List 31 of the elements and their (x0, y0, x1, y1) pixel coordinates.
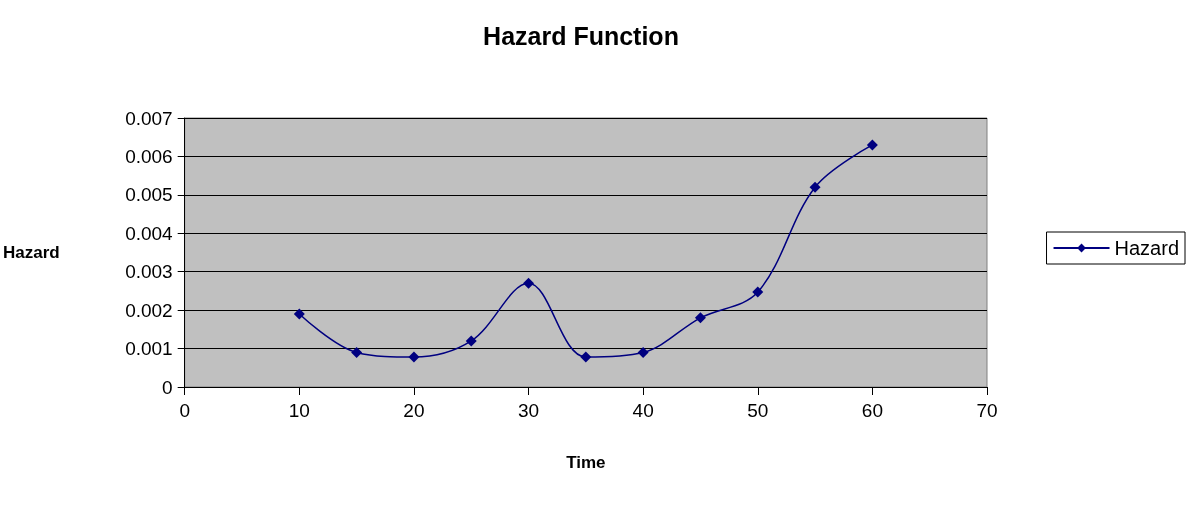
x-tick-label: 40 (632, 400, 654, 421)
y-tick-label: 0.002 (125, 299, 173, 321)
y-tick-label: 0.005 (125, 184, 173, 206)
point (293, 308, 305, 320)
point (752, 286, 764, 298)
x-tick-label: 50 (747, 400, 769, 421)
y-tick-label: 0.001 (125, 338, 173, 360)
y-tick-label: 0.006 (125, 145, 173, 167)
y-tick-label: 0.007 (125, 107, 173, 129)
x-tick-label: 0 (179, 400, 190, 421)
y-tick-label: 0.003 (125, 261, 173, 283)
y-tick-label: 0 (162, 376, 173, 398)
y-tick-label: 0.004 (125, 222, 174, 244)
x-tick-label: 70 (976, 400, 998, 421)
legend-label: Hazard (1114, 237, 1180, 259)
point (465, 335, 477, 347)
point (580, 351, 592, 363)
point (809, 181, 821, 193)
x-tick-label: 10 (288, 400, 310, 421)
x-axis-title: Time (566, 453, 606, 472)
x-tick-label: 20 (403, 400, 425, 421)
point (523, 277, 535, 289)
point (866, 139, 878, 151)
point (351, 346, 363, 358)
y-axis-title: Hazard (3, 243, 60, 262)
point (637, 346, 649, 358)
chart-title: Hazard Function (483, 21, 679, 50)
x-tick-label: 30 (517, 400, 540, 421)
x-tick-label: 60 (861, 400, 883, 421)
point (408, 351, 420, 363)
point (694, 312, 706, 324)
